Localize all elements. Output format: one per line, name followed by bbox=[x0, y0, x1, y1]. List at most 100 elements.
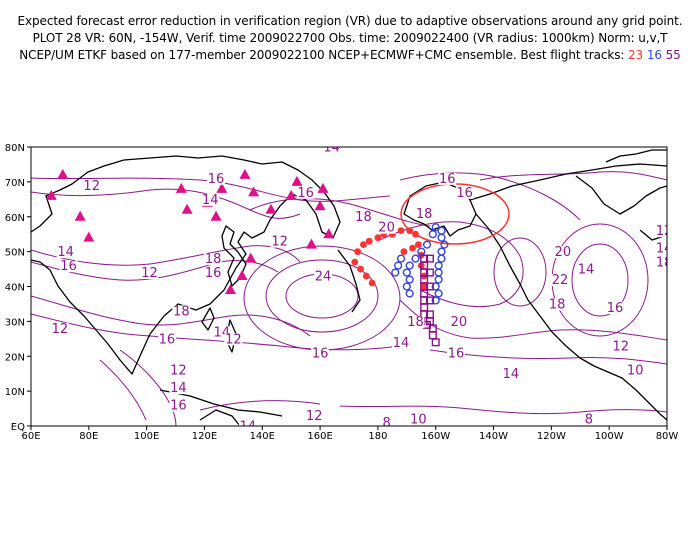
contour-label-bg bbox=[438, 172, 457, 185]
contour-label-bg bbox=[548, 298, 567, 311]
contour-label: 14 bbox=[170, 381, 187, 396]
track-blue-point bbox=[422, 240, 432, 249]
contour-label: 24 bbox=[315, 270, 332, 285]
contour-label-bg bbox=[322, 147, 341, 154]
contour-label-bg bbox=[415, 207, 434, 220]
track-purple-count: 55 bbox=[665, 48, 681, 62]
lon-tick-label: 80W bbox=[656, 431, 679, 442]
contour-label-bg bbox=[655, 242, 667, 255]
contour-label: 12 bbox=[306, 409, 323, 424]
contour-label: 14 bbox=[202, 193, 219, 208]
station-triangle bbox=[175, 182, 187, 193]
contour-label: 12 bbox=[271, 235, 288, 250]
contour-label-bg bbox=[305, 410, 324, 423]
station-triangle bbox=[57, 168, 69, 179]
contour-label: 8 bbox=[585, 413, 593, 428]
track-red-point bbox=[354, 248, 362, 256]
lon-tick-label: 100E bbox=[134, 431, 159, 442]
contour-label: 14 bbox=[503, 367, 520, 382]
track-blue-point bbox=[434, 261, 443, 270]
station-triangle bbox=[210, 210, 222, 221]
lat-tick-label: 20N bbox=[5, 352, 25, 363]
track-blue-point bbox=[437, 254, 446, 263]
contour-label: 16 bbox=[159, 332, 176, 347]
contour-label: 14 bbox=[578, 263, 595, 278]
flight-track-red bbox=[351, 227, 428, 290]
track-red-point bbox=[365, 237, 373, 245]
lat-tick-label: 70N bbox=[5, 178, 25, 189]
contour-label-bg bbox=[611, 340, 630, 353]
track-red-point bbox=[406, 227, 414, 235]
lat-tick-label: EQ bbox=[11, 422, 25, 433]
track-blue-point bbox=[405, 275, 414, 284]
contour-label: 14 bbox=[57, 245, 74, 260]
contour-label-bg bbox=[553, 246, 572, 259]
contour-label-bg bbox=[313, 270, 332, 283]
station-triangle bbox=[291, 175, 303, 186]
track-blue-point bbox=[405, 261, 414, 270]
station-triangle bbox=[305, 238, 317, 249]
lon-tick-label: 160E bbox=[307, 431, 332, 442]
contour-label: 8 bbox=[382, 416, 390, 431]
contour-label-bg bbox=[82, 179, 101, 192]
title-line-1: Expected forecast error reduction in ver… bbox=[17, 14, 683, 28]
contour-label-bg bbox=[551, 274, 570, 287]
contour-label-bg bbox=[446, 347, 465, 360]
lat-tick-label: 40N bbox=[5, 283, 25, 294]
track-red-point bbox=[351, 258, 359, 266]
lat-tick-label: 80N bbox=[5, 143, 25, 154]
track-red-point bbox=[374, 234, 382, 242]
contour-label-bg bbox=[409, 413, 428, 426]
title-line-2: PLOT 28 VR: 60N, -154W, Verif. time 2009… bbox=[32, 31, 668, 45]
track-red-point bbox=[409, 244, 416, 252]
contour-label: 16 bbox=[297, 186, 314, 201]
contour-label-bg bbox=[449, 315, 468, 328]
coastlines bbox=[31, 149, 667, 426]
contour-label: 16 bbox=[208, 172, 225, 187]
track-purple-point bbox=[425, 268, 434, 277]
contour-label-bg bbox=[666, 294, 667, 307]
station-triangle bbox=[317, 182, 329, 193]
contour-label-bg bbox=[605, 301, 624, 314]
contour-label-bg bbox=[172, 305, 191, 318]
track-purple-point bbox=[431, 338, 440, 347]
contour-lines bbox=[31, 171, 667, 426]
station-triangle bbox=[224, 283, 236, 294]
track-blue-point bbox=[405, 289, 414, 298]
contour-label: 12 bbox=[225, 332, 242, 347]
contour-label: 16 bbox=[439, 172, 456, 187]
contour-label-bg bbox=[157, 333, 176, 346]
track-red-point bbox=[357, 265, 364, 273]
contour-label: 18 bbox=[416, 207, 433, 222]
contour-label: 14 bbox=[240, 419, 257, 434]
track-blue-point bbox=[402, 282, 411, 291]
lon-tick-label: 120E bbox=[192, 431, 217, 442]
track-blue-point bbox=[396, 254, 406, 263]
flight-track-blue bbox=[391, 223, 449, 305]
contour-label-bg bbox=[169, 364, 188, 377]
track-blue-point bbox=[428, 230, 437, 239]
track-purple-point bbox=[425, 282, 434, 291]
track-blue-point bbox=[434, 275, 443, 284]
contour-label-bg bbox=[392, 336, 411, 349]
contour-label-bg bbox=[201, 193, 220, 206]
track-blue-count: 16 bbox=[646, 48, 662, 62]
contour-label: 22 bbox=[552, 273, 569, 288]
track-blue-point bbox=[431, 296, 440, 305]
contour-label: 14 bbox=[393, 336, 410, 351]
station-triangle bbox=[216, 182, 228, 193]
track-blue-point bbox=[431, 282, 440, 291]
contour-label: 20 bbox=[667, 294, 684, 309]
track-red-point bbox=[420, 283, 428, 290]
title-line-3-text: NCEP/UM ETKF based on 177-member 2009022… bbox=[19, 48, 629, 62]
station-triangle bbox=[323, 228, 335, 239]
lat-tick-label: 30N bbox=[5, 317, 25, 328]
contour-label-bg bbox=[381, 417, 392, 426]
contour-label: 16 bbox=[607, 301, 624, 316]
station-triangle bbox=[314, 200, 326, 211]
track-red-count: 23 bbox=[628, 48, 644, 62]
track-blue-point bbox=[437, 247, 446, 256]
contour-label-bg bbox=[577, 263, 596, 276]
contour-label-bg bbox=[501, 368, 520, 381]
lon-tick-label: 120W bbox=[537, 431, 566, 442]
